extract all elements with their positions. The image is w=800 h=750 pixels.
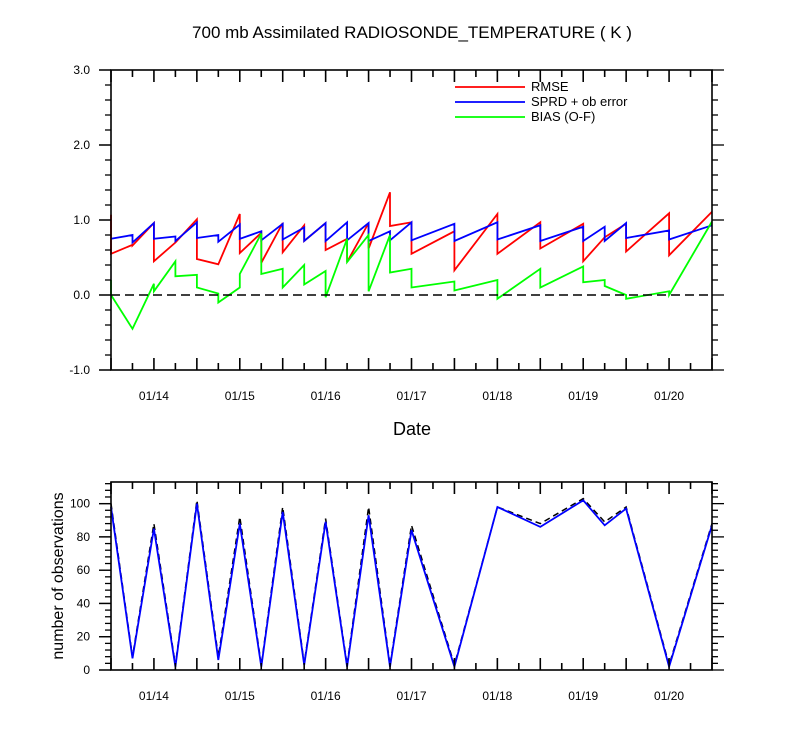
top-x-tick-label: 01/15 — [225, 389, 255, 403]
bottom-x-tick-label: 01/16 — [311, 689, 341, 703]
bottom-y-axis-title: number of observations — [50, 492, 67, 659]
bottom-x-tick-label: 01/15 — [225, 689, 255, 703]
bottom-x-tick-label: 01/14 — [139, 689, 169, 703]
bottom-series-layer — [110, 497, 713, 670]
top-y-tick-label: -1.0 — [69, 363, 90, 377]
bottom-x-tick-label: 01/17 — [396, 689, 426, 703]
top-series-layer — [110, 191, 713, 331]
chart-title: 700 mb Assimilated RADIOSONDE_TEMPERATUR… — [192, 23, 632, 42]
bottom-y-tick-label: 80 — [77, 530, 91, 544]
bottom-x-tick-label: 01/18 — [482, 689, 512, 703]
bottom-y-tick-labels: 0 20 40 60 80 100 — [70, 497, 90, 677]
top-y-tick-label: 2.0 — [73, 138, 90, 152]
bottom-plot-frame — [110, 481, 713, 671]
top-series-bias-o-f — [110, 221, 713, 331]
bottom-y-tick-label: 40 — [77, 596, 91, 610]
top-x-tick-label: 01/18 — [482, 389, 512, 403]
top-x-tick-label: 01/14 — [139, 389, 169, 403]
bottom-series-observations-solid — [110, 499, 713, 670]
bottom-x-tick-label: 01/19 — [568, 689, 598, 703]
top-x-tick-labels: 01/14 01/15 01/16 01/17 01/18 01/19 01/20 — [139, 389, 684, 403]
legend: RMSE SPRD + ob error BIAS (O-F) — [455, 79, 628, 124]
bottom-y-tick-label: 100 — [70, 497, 90, 511]
top-plot: -1.00.01.02.03.0 01/14 01/15 01/16 01/17 01/… — [69, 63, 724, 439]
bottom-y-tick-label: 20 — [77, 630, 91, 644]
top-series-sprd-ob-error — [110, 220, 713, 245]
bottom-tick-layer — [99, 482, 724, 671]
top-y-tick-labels: -1.0 0.0 1.0 2.0 3.0 — [69, 63, 90, 377]
top-x-tick-label: 01/19 — [568, 389, 598, 403]
top-x-tick-label: 01/20 — [654, 389, 684, 403]
legend-label-rmse: RMSE — [531, 79, 569, 94]
top-x-tick-label: 01/16 — [311, 389, 341, 403]
bottom-y-tick-label: 0 — [83, 663, 90, 677]
x-axis-title: Date — [393, 419, 431, 439]
bottom-x-tick-label: 01/20 — [654, 689, 684, 703]
bottom-series-observations-dashed — [110, 497, 713, 668]
top-tick-layer — [99, 69, 724, 371]
top-y-tick-label: 3.0 — [73, 63, 90, 77]
top-plot-frame — [110, 69, 713, 371]
top-x-tick-label: 01/17 — [396, 389, 426, 403]
bottom-y-tick-label: 60 — [77, 563, 91, 577]
bottom-x-tick-labels: 01/14 01/15 01/16 01/17 01/18 01/19 01/20 — [139, 689, 684, 703]
top-y-tick-label: 1.0 — [73, 213, 90, 227]
top-y-tick-label: 0.0 — [73, 288, 90, 302]
legend-label-sprd: SPRD + ob error — [531, 94, 628, 109]
legend-label-bias: BIAS (O-F) — [531, 109, 595, 124]
